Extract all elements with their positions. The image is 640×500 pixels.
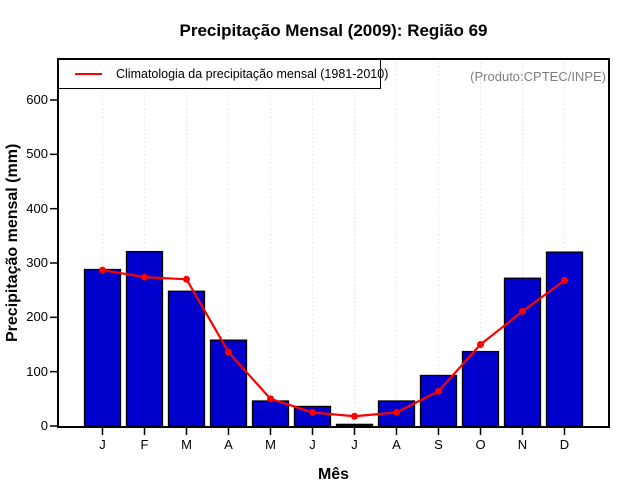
climatology-point	[351, 412, 358, 420]
x-tick-label: J	[99, 437, 106, 452]
bar	[503, 277, 542, 427]
y-tick-label: 600	[26, 92, 48, 107]
legend-label: Climatologia da precipitação mensal (198…	[116, 67, 389, 81]
x-tick-label: M	[181, 437, 192, 452]
bar	[293, 405, 332, 427]
climatology-line	[101, 268, 566, 418]
y-tick-label: 400	[26, 200, 48, 216]
x-tick-label: S	[434, 437, 443, 452]
x-tick-label: N	[517, 437, 528, 452]
y-tick-label: 100	[26, 363, 48, 379]
x-tick-label: A	[392, 437, 401, 452]
bar	[125, 250, 164, 427]
y-tick-label: 200	[26, 309, 48, 325]
plot-svg	[50, 58, 610, 435]
y-tick-label: 0	[40, 418, 48, 433]
bar	[251, 400, 290, 427]
bar	[461, 350, 500, 427]
x-tick-label: J	[351, 437, 358, 452]
x-tick-label: A	[224, 437, 233, 452]
y-tick-label: 300	[26, 255, 48, 270]
climatology-point	[183, 275, 190, 283]
climatology-point	[393, 408, 400, 416]
bar	[83, 268, 122, 427]
climatology-point	[477, 341, 484, 348]
bar	[545, 251, 584, 427]
chart-title: Precipitação Mensal (2009): Região 69	[179, 21, 488, 40]
climatology-point	[267, 395, 274, 403]
legend-line-swatch	[75, 73, 102, 75]
bar	[335, 423, 374, 427]
x-tick-label: O	[475, 437, 486, 452]
x-axis-title: Mês	[317, 466, 350, 483]
climatology-point	[435, 387, 442, 395]
x-tick-label: D	[559, 437, 570, 452]
bar	[167, 290, 206, 427]
bar	[419, 374, 458, 427]
climatology-point	[225, 348, 232, 356]
legend: Climatologia da precipitação mensal (198…	[58, 59, 388, 89]
climatology-point	[99, 266, 106, 274]
x-tick-label: F	[140, 437, 149, 452]
climatology-point	[309, 408, 316, 416]
climatology-point	[519, 307, 526, 315]
y-tick-label: 500	[26, 146, 48, 162]
product-annotation: (Produto:CPTEC/INPE)	[470, 69, 606, 84]
climatology-point	[561, 276, 568, 284]
x-tick-label: J	[309, 437, 316, 452]
x-tick-label: M	[265, 437, 276, 452]
climatology-point	[141, 273, 148, 281]
